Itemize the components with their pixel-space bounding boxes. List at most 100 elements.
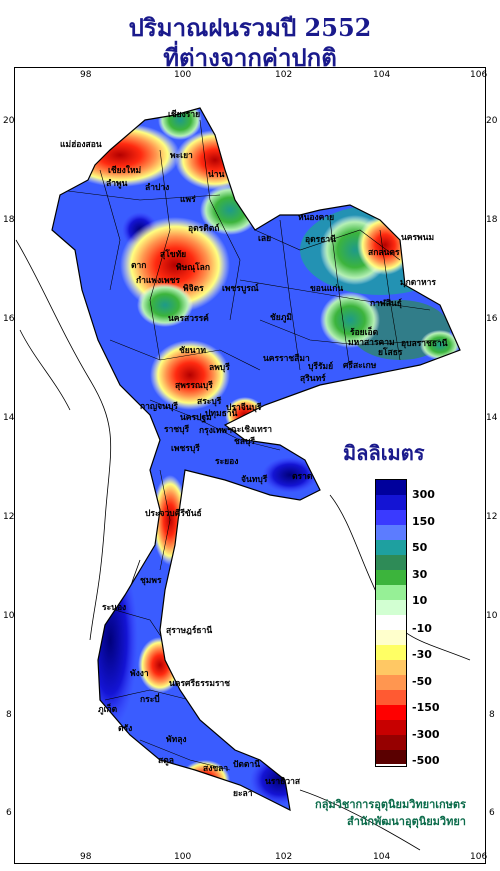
place-label: มุกดาหาร bbox=[400, 278, 436, 288]
legend-colorbar bbox=[375, 479, 407, 767]
lat-tick: 16 bbox=[486, 314, 498, 324]
lat-tick: 8 bbox=[489, 710, 495, 720]
place-label: นครพนม bbox=[401, 233, 434, 243]
place-label: กาฬสินธุ์ bbox=[370, 298, 402, 309]
place-label: ฉะเชิงเทรา bbox=[231, 424, 272, 435]
legend-swatch bbox=[376, 510, 406, 525]
legend-label: 10 bbox=[412, 594, 428, 607]
place-label: สุพรรณบุรี bbox=[175, 380, 213, 391]
legend-label: -10 bbox=[412, 622, 432, 635]
place-label: ลพบุรี bbox=[209, 362, 230, 373]
lat-tick: 16 bbox=[3, 314, 15, 324]
lon-tick: 106 bbox=[470, 852, 488, 862]
legend-label: 30 bbox=[412, 568, 428, 581]
lon-tick: 98 bbox=[80, 852, 92, 862]
place-label: ตราด bbox=[292, 472, 313, 482]
map-frame bbox=[14, 67, 486, 864]
lat-tick: 10 bbox=[486, 611, 498, 621]
place-label: บุรีรัมย์ bbox=[308, 361, 333, 372]
legend-swatch bbox=[376, 660, 406, 675]
legend-swatch bbox=[376, 480, 406, 495]
place-label: สุรินทร์ bbox=[300, 373, 326, 384]
place-label: น่าน bbox=[208, 169, 225, 180]
lat-tick: 20 bbox=[486, 116, 498, 126]
place-label: ตรัง bbox=[118, 723, 132, 734]
place-label: อุบลราชธานี bbox=[401, 338, 448, 349]
place-label: พะเยา bbox=[170, 151, 193, 161]
lon-tick: 104 bbox=[373, 70, 391, 80]
lat-tick: 18 bbox=[3, 215, 15, 225]
place-label: ขอนแก่น bbox=[310, 283, 343, 294]
place-label: เลย bbox=[258, 234, 271, 244]
place-label: เชียงใหม่ bbox=[108, 165, 141, 176]
place-label: ยะลา bbox=[233, 789, 253, 799]
legend-swatch bbox=[376, 540, 406, 555]
lat-tick: 14 bbox=[486, 413, 498, 423]
legend-swatch bbox=[376, 690, 406, 705]
legend-swatch bbox=[376, 675, 406, 690]
place-label: สตูล bbox=[158, 756, 174, 766]
legend-swatch bbox=[376, 555, 406, 570]
lat-tick: 20 bbox=[3, 116, 15, 126]
place-label: พิจิตร bbox=[183, 283, 204, 294]
place-label: นครสวรรค์ bbox=[168, 313, 209, 324]
lat-tick: 18 bbox=[486, 215, 498, 225]
legend-swatch bbox=[376, 750, 406, 764]
place-label: ราชบุรี bbox=[164, 424, 190, 435]
legend-swatch bbox=[376, 735, 406, 750]
legend-label: 150 bbox=[412, 515, 435, 528]
legend-label: -150 bbox=[412, 701, 440, 714]
legend-swatch bbox=[376, 720, 406, 735]
lon-tick: 102 bbox=[275, 70, 293, 80]
legend-label: -50 bbox=[412, 675, 432, 688]
place-label: จันทบุรี bbox=[241, 474, 268, 485]
place-label: ชุมพร bbox=[140, 576, 162, 586]
legend-label: 300 bbox=[412, 488, 435, 501]
legend-title: มิลลิเมตร bbox=[343, 441, 425, 465]
legend-swatch bbox=[376, 705, 406, 720]
legend-swatch bbox=[376, 495, 406, 510]
place-label: สกลนคร bbox=[368, 248, 400, 258]
lat-tick: 6 bbox=[6, 808, 12, 818]
place-label: ชัยนาท bbox=[179, 345, 206, 356]
place-label: กำแพงเพชร bbox=[136, 275, 180, 286]
place-label: หนองคาย bbox=[298, 213, 334, 223]
lon-tick: 98 bbox=[80, 70, 92, 80]
place-label: เพชรบูรณ์ bbox=[222, 283, 259, 294]
lat-tick: 10 bbox=[3, 611, 15, 621]
credit-line1: กลุ่มวิชาการอุตุนิยมวิทยาเกษตร bbox=[315, 798, 466, 811]
place-label: นครศรีธรรมราช bbox=[169, 678, 230, 689]
legend-swatch bbox=[376, 600, 406, 615]
lon-tick: 102 bbox=[275, 852, 293, 862]
place-label: สุโขทัย bbox=[160, 249, 186, 260]
place-label: ชลบุรี bbox=[234, 436, 255, 447]
place-label: ศรีสะเกษ bbox=[343, 360, 377, 371]
place-label: พัทลุง bbox=[166, 734, 187, 745]
lon-tick: 100 bbox=[174, 70, 192, 80]
legend-label: -500 bbox=[412, 754, 440, 767]
place-label: ระนอง bbox=[102, 603, 126, 613]
legend-swatch bbox=[376, 615, 406, 630]
place-label: ยโสธร bbox=[378, 347, 403, 358]
place-label: นครปฐม bbox=[180, 413, 212, 423]
thailand-outline bbox=[51, 107, 461, 812]
legend-label: 50 bbox=[412, 541, 428, 554]
place-label: กระบี่ bbox=[140, 692, 160, 705]
lat-tick: 12 bbox=[486, 512, 498, 522]
place-label: ลำพูน bbox=[106, 178, 128, 189]
legend-swatch bbox=[376, 645, 406, 660]
place-label: อุดรธานี bbox=[305, 234, 336, 245]
legend-label: -300 bbox=[412, 728, 440, 741]
place-label: มหาสารคาม bbox=[348, 338, 395, 348]
lon-tick: 106 bbox=[470, 70, 488, 80]
legend-swatch bbox=[376, 570, 406, 585]
place-label: ตาก bbox=[131, 261, 146, 271]
legend-swatch bbox=[376, 525, 406, 540]
place-label: ปัตตานี bbox=[233, 759, 260, 770]
lat-tick: 14 bbox=[3, 413, 15, 423]
place-label: แพร่ bbox=[180, 194, 196, 205]
province-boundaries bbox=[59, 119, 441, 771]
lat-tick: 6 bbox=[489, 808, 495, 818]
place-label: สุราษฎร์ธานี bbox=[166, 625, 212, 636]
place-label: ประจวบคีรีขันธ์ bbox=[145, 508, 202, 519]
